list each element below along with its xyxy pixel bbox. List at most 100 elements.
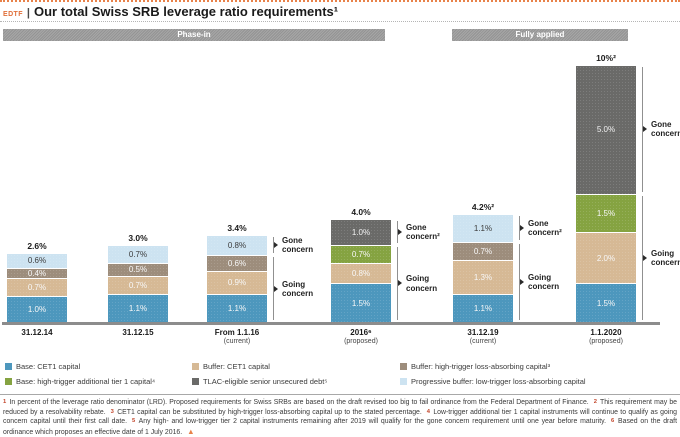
- bar-segment: 2.0%: [576, 232, 636, 284]
- bar-segment: 1.0%: [7, 296, 67, 322]
- bar-segment: 1.5%: [331, 283, 391, 322]
- bar-segment: 0.7%: [108, 275, 168, 294]
- bar-segment: 0.7%: [453, 242, 513, 261]
- bar-segment: 1.5%: [576, 193, 636, 233]
- bracket-label: Going concern: [406, 274, 438, 293]
- footnote-marker: 4: [426, 408, 431, 415]
- bar-segment: 0.6%: [207, 255, 267, 271]
- bracket-line: [273, 236, 274, 254]
- bracket-label: Gone concern²: [651, 120, 680, 139]
- legend-label: TLAC-eligible senior unsecured debt⁵: [203, 376, 328, 386]
- bar-segment: 5.0%: [576, 65, 636, 194]
- bracket-arrow-icon: [643, 254, 647, 261]
- legend-swatch-icon: [192, 362, 199, 370]
- footnote-marker: 6: [611, 418, 615, 425]
- legend-label: Buffer: CET1 capital: [203, 361, 270, 371]
- x-axis-label: 31.12.15: [122, 328, 154, 337]
- x-axis-baseline: [2, 322, 660, 325]
- x-axis-sublabel: (current): [469, 338, 497, 345]
- x-axis-label: From 1.1.16 (current): [192, 328, 282, 345]
- bar-segment: 1.0%: [331, 219, 391, 245]
- bar-segment: 0.8%: [207, 234, 267, 256]
- footnote-marker: 2: [593, 399, 597, 405]
- footnote-marker: 1: [3, 399, 7, 405]
- bracket-line: [397, 246, 398, 320]
- bracket-arrow-icon: [398, 280, 402, 287]
- bracket-arrow-icon: [643, 126, 647, 133]
- legend-swatch-icon: [192, 377, 199, 385]
- bar-segment: 0.7%: [108, 244, 168, 263]
- bracket-line: [273, 257, 274, 320]
- legend-label: Buffer: high-trigger loss-absorbing capi…: [411, 361, 551, 371]
- bar-segment: 1.1%: [453, 293, 513, 322]
- bracket-arrow-icon: [398, 229, 402, 236]
- bar-segment: 1.1%: [108, 293, 168, 322]
- x-axis-label: 1.1.2020 (proposed): [561, 328, 651, 345]
- bar-total-label: 4.2%²: [471, 202, 495, 213]
- legend-item: Progressive buffer: low-trigger loss-abs…: [400, 376, 586, 386]
- legend-item: Base: high-trigger additional tier 1 cap…: [5, 376, 155, 386]
- legend-swatch-icon: [5, 362, 12, 370]
- legend-label: Base: high-trigger additional tier 1 cap…: [16, 376, 156, 386]
- legend-label: Base: CET1 capital: [16, 361, 81, 371]
- footnotes: 1 In percent of the leverage ratio denom…: [3, 398, 677, 437]
- bracket-arrow-icon: [274, 285, 278, 292]
- footnote-item: 2 This requirement may be reduced by a r…: [3, 399, 677, 416]
- bar-segment: 0.7%: [331, 244, 391, 263]
- footnote-item: 1 In percent of the leverage ratio denom…: [3, 399, 589, 406]
- bar-segment: 0.5%: [108, 262, 168, 276]
- warning-triangle-icon: ▲: [187, 426, 195, 436]
- bracket-arrow-icon: [520, 225, 524, 232]
- bar-segment: 0.9%: [207, 270, 267, 294]
- legend-swatch-icon: [400, 377, 407, 385]
- bracket-line: [519, 244, 520, 320]
- bracket-arrow-icon: [520, 279, 524, 286]
- bar-total-label: 10%²: [596, 53, 616, 63]
- bar-segment: 0.7%: [7, 278, 67, 297]
- bar-segment: 0.6%: [7, 252, 67, 269]
- title-dotted-rule: [0, 21, 680, 22]
- bracket-line: [519, 216, 520, 241]
- bracket-label: Going concern: [528, 272, 560, 292]
- footnote-item: 4 Low-trigger additional tier 1 capital …: [3, 408, 677, 426]
- legend-swatch-icon: [400, 362, 407, 370]
- footnote-item: 3 CET1 capital can be substituted by hig…: [110, 408, 422, 416]
- x-axis-sublabel: (current): [223, 338, 251, 345]
- footnote-marker: 5: [132, 418, 136, 425]
- chart-header: EDTF | Our total Swiss SRB leverage rati…: [3, 4, 338, 19]
- bar-segment: 1.1%: [207, 293, 267, 322]
- x-axis-sublabel: (proposed): [589, 338, 623, 345]
- legend-item: TLAC-eligible senior unsecured debt⁵: [192, 376, 327, 386]
- legend-item: Buffer: CET1 capital: [192, 361, 270, 371]
- bar-total-label: 3.4%: [227, 222, 247, 233]
- bar-total-label: 4.0%: [351, 207, 371, 218]
- bar-total-label: 3.0%: [128, 232, 148, 243]
- bracket-line: [642, 67, 643, 192]
- x-axis-sublabel: (proposed): [344, 338, 378, 345]
- bar-segment: 1.1%: [453, 214, 513, 243]
- footnote-item: 5 Any high- and low-trigger tier 2 capit…: [132, 418, 607, 426]
- fully-applied-header: Fully applied: [452, 29, 628, 41]
- footnote-rule: [0, 394, 680, 395]
- legend-item: Buffer: high-trigger loss-absorbing capi…: [400, 361, 550, 371]
- title-separator: |: [26, 7, 30, 19]
- bracket-label: Gone concern²: [528, 219, 562, 238]
- x-axis-label: 2016⁶ (proposed): [316, 328, 406, 345]
- footnote-item: 6 Based on the draft ordinance which pro…: [3, 418, 677, 436]
- page-title: Our total Swiss SRB leverage ratio requi…: [33, 4, 339, 19]
- bar-segment: 1.3%: [453, 260, 513, 294]
- bracket-line: [397, 221, 398, 243]
- x-axis-label: 31.12.14: [21, 328, 53, 337]
- bracket-label: Gone concern: [282, 235, 314, 254]
- bracket-arrow-icon: [274, 241, 278, 248]
- bracket-label: Going concern: [651, 248, 680, 267]
- bar-segment: 0.8%: [331, 262, 391, 284]
- footnote-marker: 3: [110, 408, 114, 415]
- edtf-tag: EDTF: [3, 11, 23, 18]
- top-dotted-rule: [0, 0, 680, 2]
- bar-segment: 0.4%: [7, 268, 67, 279]
- bar-segment: 1.5%: [576, 283, 636, 322]
- x-axis-label: 31.12.19 (current): [438, 328, 528, 345]
